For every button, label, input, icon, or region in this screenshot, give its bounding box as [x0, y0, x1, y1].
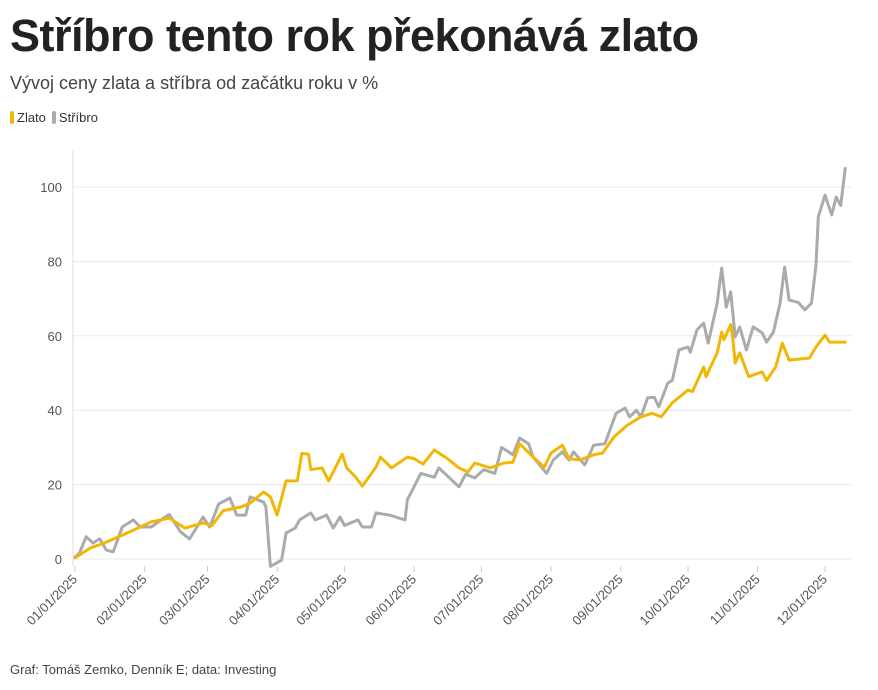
legend-item-gold: Zlato	[10, 110, 46, 125]
x-tick-label: 07/01/2025	[430, 572, 487, 629]
x-tick-label: 06/01/2025	[363, 572, 420, 629]
y-tick-label: 0	[55, 552, 62, 567]
legend-label-gold: Zlato	[17, 110, 46, 125]
x-tick-label: 08/01/2025	[500, 572, 557, 629]
y-tick-label: 80	[48, 254, 62, 269]
chart-subtitle: Vývoj ceny zlata a stříbra od začátku ro…	[10, 73, 379, 93]
legend-swatch-gold	[10, 111, 14, 124]
legend-swatch-silver	[51, 111, 56, 124]
series-line-gold	[73, 323, 847, 560]
y-tick-label: 40	[48, 403, 62, 418]
x-tick-label: 03/01/2025	[156, 572, 213, 629]
x-tick-label: 05/01/2025	[293, 572, 350, 629]
legend: Zlato Stříbro	[10, 110, 98, 125]
series-line-silver	[73, 166, 847, 568]
x-tick-label: 01/01/2025	[23, 572, 80, 629]
y-tick-label: 20	[48, 478, 62, 493]
x-tick-label: 12/01/2025	[773, 572, 830, 629]
source-credit: Graf: Tomáš Zemko, Denník E; data: Inves…	[10, 662, 277, 677]
chart-title: Stříbro tento rok překonává zlato	[10, 10, 699, 61]
x-tick-label: 04/01/2025	[226, 572, 283, 629]
x-tick-label: 10/01/2025	[637, 572, 694, 629]
legend-item-silver: Stříbro	[51, 110, 98, 125]
legend-label-silver: Stříbro	[58, 110, 98, 125]
x-tick-label: 11/01/2025	[707, 572, 763, 628]
x-tick-label: 02/01/2025	[93, 572, 150, 629]
y-tick-label: 100	[40, 180, 62, 195]
x-tick-label: 09/01/2025	[569, 572, 626, 629]
y-tick-label: 60	[48, 329, 62, 344]
